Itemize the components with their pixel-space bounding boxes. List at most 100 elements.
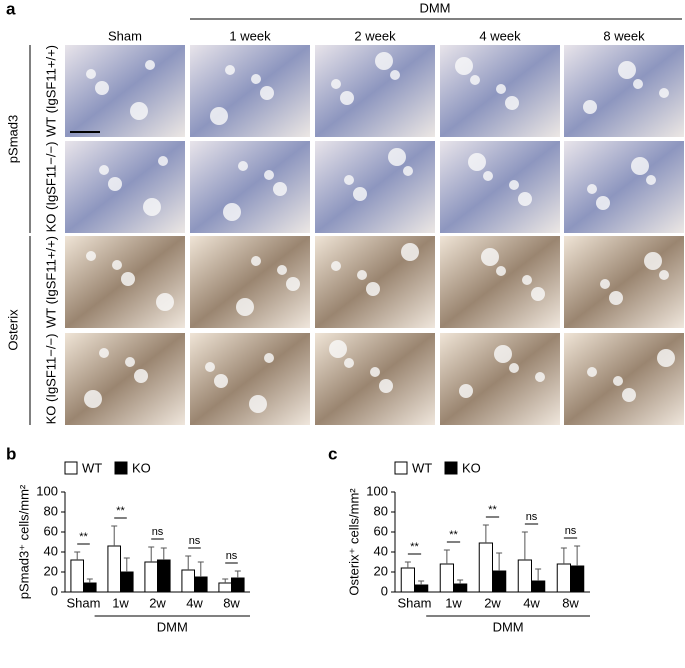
micrograph-detail — [644, 252, 662, 270]
x-tick-label: Sham — [398, 595, 432, 610]
x-tick-label: 1w — [445, 595, 462, 610]
micrograph-detail — [329, 340, 347, 358]
bar — [157, 559, 171, 593]
y-tick-label: 0 — [51, 583, 58, 598]
panel-label: b — [6, 444, 16, 463]
micrograph-detail — [379, 379, 393, 393]
micrograph-detail — [108, 177, 122, 191]
micrograph-detail — [286, 277, 300, 291]
micrograph-detail — [236, 298, 254, 316]
bar — [453, 583, 468, 593]
micrograph-detail — [249, 395, 267, 413]
micrograph-detail — [251, 256, 261, 266]
micrograph-detail — [225, 65, 235, 75]
bar — [492, 570, 507, 593]
micrograph-detail — [596, 196, 610, 210]
micrograph-detail — [264, 353, 274, 363]
micrograph-detail — [357, 270, 367, 280]
x-group-label: DMM — [493, 619, 524, 634]
micrograph-detail — [125, 357, 135, 367]
bar — [70, 559, 84, 593]
y-tick-label: 80 — [374, 503, 388, 518]
micrograph-detail — [531, 287, 545, 301]
x-tick-label: 2w — [484, 595, 501, 610]
micrograph-detail — [210, 107, 228, 125]
micrograph-detail — [238, 161, 248, 171]
x-tick-label: Sham — [67, 595, 101, 610]
x-tick-label: 2w — [149, 595, 166, 610]
significance-label: ns — [226, 550, 238, 562]
micrograph-detail — [375, 52, 393, 70]
micrograph-detail — [659, 88, 669, 98]
micrograph-detail — [633, 79, 643, 89]
bar — [517, 559, 532, 593]
column-header: 8 week — [603, 28, 645, 43]
micrograph-detail — [646, 175, 656, 185]
micrograph-detail — [331, 79, 341, 89]
row-group-label: pSmad3 — [5, 115, 20, 163]
micrograph-detail — [509, 180, 519, 190]
micrograph-detail — [331, 261, 341, 271]
micrograph-detail — [631, 157, 649, 175]
micrograph — [315, 45, 435, 137]
micrograph-detail — [353, 187, 367, 201]
significance-label: ** — [410, 541, 419, 553]
y-tick-label: 60 — [44, 523, 58, 538]
micrograph-detail — [143, 198, 161, 216]
micrograph-detail — [273, 182, 287, 196]
panel-label: c — [328, 444, 337, 463]
micrograph-detail — [470, 75, 480, 85]
micrograph-detail — [496, 266, 506, 276]
micrograph-detail — [370, 367, 380, 377]
micrograph — [564, 141, 684, 233]
micrograph-detail — [622, 388, 636, 402]
legend-swatch — [64, 461, 78, 475]
micrograph-detail — [535, 372, 545, 382]
micrograph — [190, 333, 310, 425]
bar — [531, 580, 546, 593]
significance-label: ** — [79, 531, 88, 543]
micrograph-detail — [158, 156, 168, 166]
micrograph-detail — [609, 291, 623, 305]
micrograph — [440, 236, 560, 328]
micrograph-detail — [494, 345, 512, 363]
micrograph — [190, 141, 310, 233]
micrograph-detail — [388, 148, 406, 166]
micrograph-detail — [390, 70, 400, 80]
bar — [400, 567, 415, 593]
micrograph-detail — [344, 175, 354, 185]
micrograph — [564, 236, 684, 328]
micrograph-detail — [455, 57, 473, 75]
micrograph-detail — [468, 153, 486, 171]
micrograph-detail — [95, 81, 109, 95]
micrograph-detail — [496, 84, 506, 94]
micrograph-detail — [260, 86, 274, 100]
micrograph-detail — [145, 60, 155, 70]
row-group-label: Osterix — [5, 309, 20, 351]
micrograph — [65, 141, 185, 233]
significance-label: ** — [488, 504, 497, 516]
micrograph-detail — [481, 248, 499, 266]
micrograph-detail — [99, 165, 109, 175]
micrograph-detail — [130, 102, 148, 120]
x-tick-label: 4w — [523, 595, 540, 610]
bar — [218, 582, 232, 593]
column-header: Sham — [108, 28, 142, 43]
bar — [231, 577, 245, 593]
bar — [107, 545, 121, 593]
significance-label: ns — [526, 511, 538, 523]
y-tick-label: 60 — [374, 523, 388, 538]
significance-label: ** — [449, 529, 458, 541]
micrograph-detail — [340, 91, 354, 105]
bar — [83, 582, 97, 593]
y-axis-label: Osterix⁺ cells/mm² — [346, 488, 361, 596]
micrograph-detail — [483, 171, 493, 181]
micrograph-detail — [121, 272, 135, 286]
x-tick-label: 8w — [562, 595, 579, 610]
micrograph-detail — [659, 270, 669, 280]
y-tick-label: 20 — [44, 563, 58, 578]
x-tick-label: 4w — [186, 595, 203, 610]
micrograph-detail — [401, 243, 419, 261]
micrograph-detail — [505, 96, 519, 110]
micrograph-detail — [277, 265, 287, 275]
